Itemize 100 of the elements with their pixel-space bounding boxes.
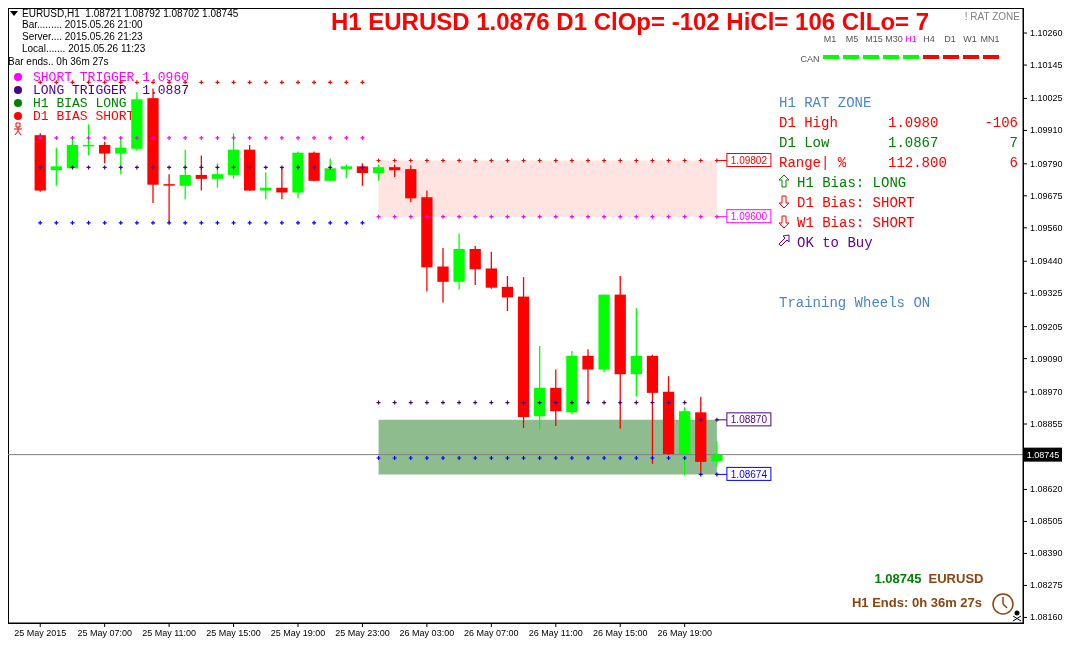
annotation: D1 High xyxy=(779,115,838,131)
point xyxy=(134,135,140,141)
annotation: M30 xyxy=(885,34,903,44)
annotation: M1 xyxy=(823,34,837,44)
legend-label: LONG TRIGGER 1.0887 xyxy=(33,83,190,98)
point xyxy=(456,157,462,164)
y-tick-label: 1.09790 xyxy=(1030,158,1063,169)
annotation: Training Wheels ON xyxy=(779,295,931,311)
x-tick-label: 25 May 11:00 xyxy=(142,628,197,638)
annotation: MN1 xyxy=(980,34,1000,44)
point xyxy=(230,135,237,141)
x-tick-label: 26 May 03:00 xyxy=(399,628,455,638)
annotation: M5 xyxy=(845,34,859,44)
y-tick-label: 1.08970 xyxy=(1030,387,1063,398)
y-tick-label: 1.10025 xyxy=(1030,93,1063,104)
y-tick-label: 1.08160 xyxy=(1030,612,1063,623)
candlestick xyxy=(276,167,288,200)
annotation: 1.08870 xyxy=(730,414,768,426)
annotation: 1.08745 xyxy=(874,571,922,586)
candlestick xyxy=(437,247,449,304)
point xyxy=(553,455,559,461)
annotation: H1 Bias: LONG xyxy=(797,175,907,191)
point xyxy=(472,455,478,461)
candlestick xyxy=(50,147,62,187)
annotation: 1.0867 xyxy=(888,135,939,151)
chart-title: H1 EURUSD 1.0876 D1 ClOp= -102 HiCl= 106 ClLo= 7 xyxy=(330,8,930,35)
y-tick-label: 1.09325 xyxy=(1030,288,1063,299)
annotation: H1 BIAS LONG xyxy=(33,96,127,111)
point xyxy=(311,79,317,85)
point xyxy=(279,164,285,171)
point xyxy=(118,135,124,141)
point xyxy=(665,455,672,461)
y-tick-label: 1.09910 xyxy=(1030,125,1063,136)
annotation: H1 xyxy=(905,34,917,44)
point xyxy=(456,400,462,406)
point xyxy=(569,455,575,461)
point xyxy=(295,164,301,171)
point xyxy=(214,135,221,141)
legend-label: SHORT TRIGGER 1.0960 xyxy=(33,70,190,85)
annotation: 1.08674 xyxy=(730,468,768,480)
annotation: H1 Ends: 0h 36m 27s xyxy=(851,595,983,610)
point xyxy=(682,455,688,461)
point xyxy=(456,455,462,461)
point xyxy=(85,135,92,141)
y-tick-label: 1.09090 xyxy=(1030,353,1063,364)
point xyxy=(359,135,366,141)
ref-line-label: 1.08745 xyxy=(1026,450,1060,461)
x-tick-label: 26 May 07:00 xyxy=(464,628,519,638)
point xyxy=(279,220,285,226)
point xyxy=(37,135,43,141)
point xyxy=(440,214,446,220)
point xyxy=(279,135,285,141)
annotation: Range| % xyxy=(779,155,847,171)
point xyxy=(150,220,156,226)
point xyxy=(440,400,446,406)
point xyxy=(504,455,511,461)
point xyxy=(295,220,301,226)
annotation: 6 xyxy=(1009,155,1018,171)
x-tick-label: 25 May 07:00 xyxy=(77,628,132,638)
y-tick-label: 1.08275 xyxy=(1030,580,1063,591)
candlestick xyxy=(582,348,594,404)
point xyxy=(311,220,317,226)
annotation: EURUSD xyxy=(928,571,984,586)
x-tick-label: 26 May 19:00 xyxy=(657,628,712,638)
point xyxy=(102,135,108,141)
point xyxy=(440,455,446,461)
y-tick-label: 1.09205 xyxy=(1030,321,1063,332)
annotation: Local....... 2015.05.26 11:23 xyxy=(22,43,146,54)
point xyxy=(585,455,591,461)
annotation: 7 xyxy=(1009,135,1018,151)
annotation: CAN xyxy=(800,54,820,64)
annotation: Bar......... 2015.05.26 21:00 xyxy=(22,19,144,30)
point xyxy=(182,135,188,141)
annotation: D1 xyxy=(944,34,956,44)
point xyxy=(456,214,462,220)
point xyxy=(408,455,414,461)
point xyxy=(585,214,591,220)
y-tick-label: 1.10145 xyxy=(1030,60,1063,71)
candlestick xyxy=(163,173,175,224)
point xyxy=(424,157,430,164)
point xyxy=(295,79,301,85)
point xyxy=(150,164,156,171)
point xyxy=(569,400,575,406)
point xyxy=(134,164,140,171)
annotation: ! RAT ZONE xyxy=(964,11,1021,22)
annotation: OK to Buy xyxy=(797,235,873,251)
annotation: 1.09802 xyxy=(730,155,768,166)
point xyxy=(520,455,527,461)
x-tick-label: 25 May 19:00 xyxy=(270,628,326,638)
point xyxy=(279,79,285,85)
point xyxy=(601,157,607,164)
point xyxy=(488,455,494,461)
y-tick-label: 1.09440 xyxy=(1030,256,1063,267)
point xyxy=(537,455,543,461)
annotation: EURUSD,H1 1.08721 1.08792 1.08702 1.08745 xyxy=(22,8,239,19)
point xyxy=(247,135,253,141)
point xyxy=(150,135,156,141)
annotation: W1 Bias: SHORT xyxy=(797,215,915,231)
x-tick-label: 25 May 15:00 xyxy=(206,628,261,638)
y-tick-label: 1.08390 xyxy=(1030,548,1063,559)
